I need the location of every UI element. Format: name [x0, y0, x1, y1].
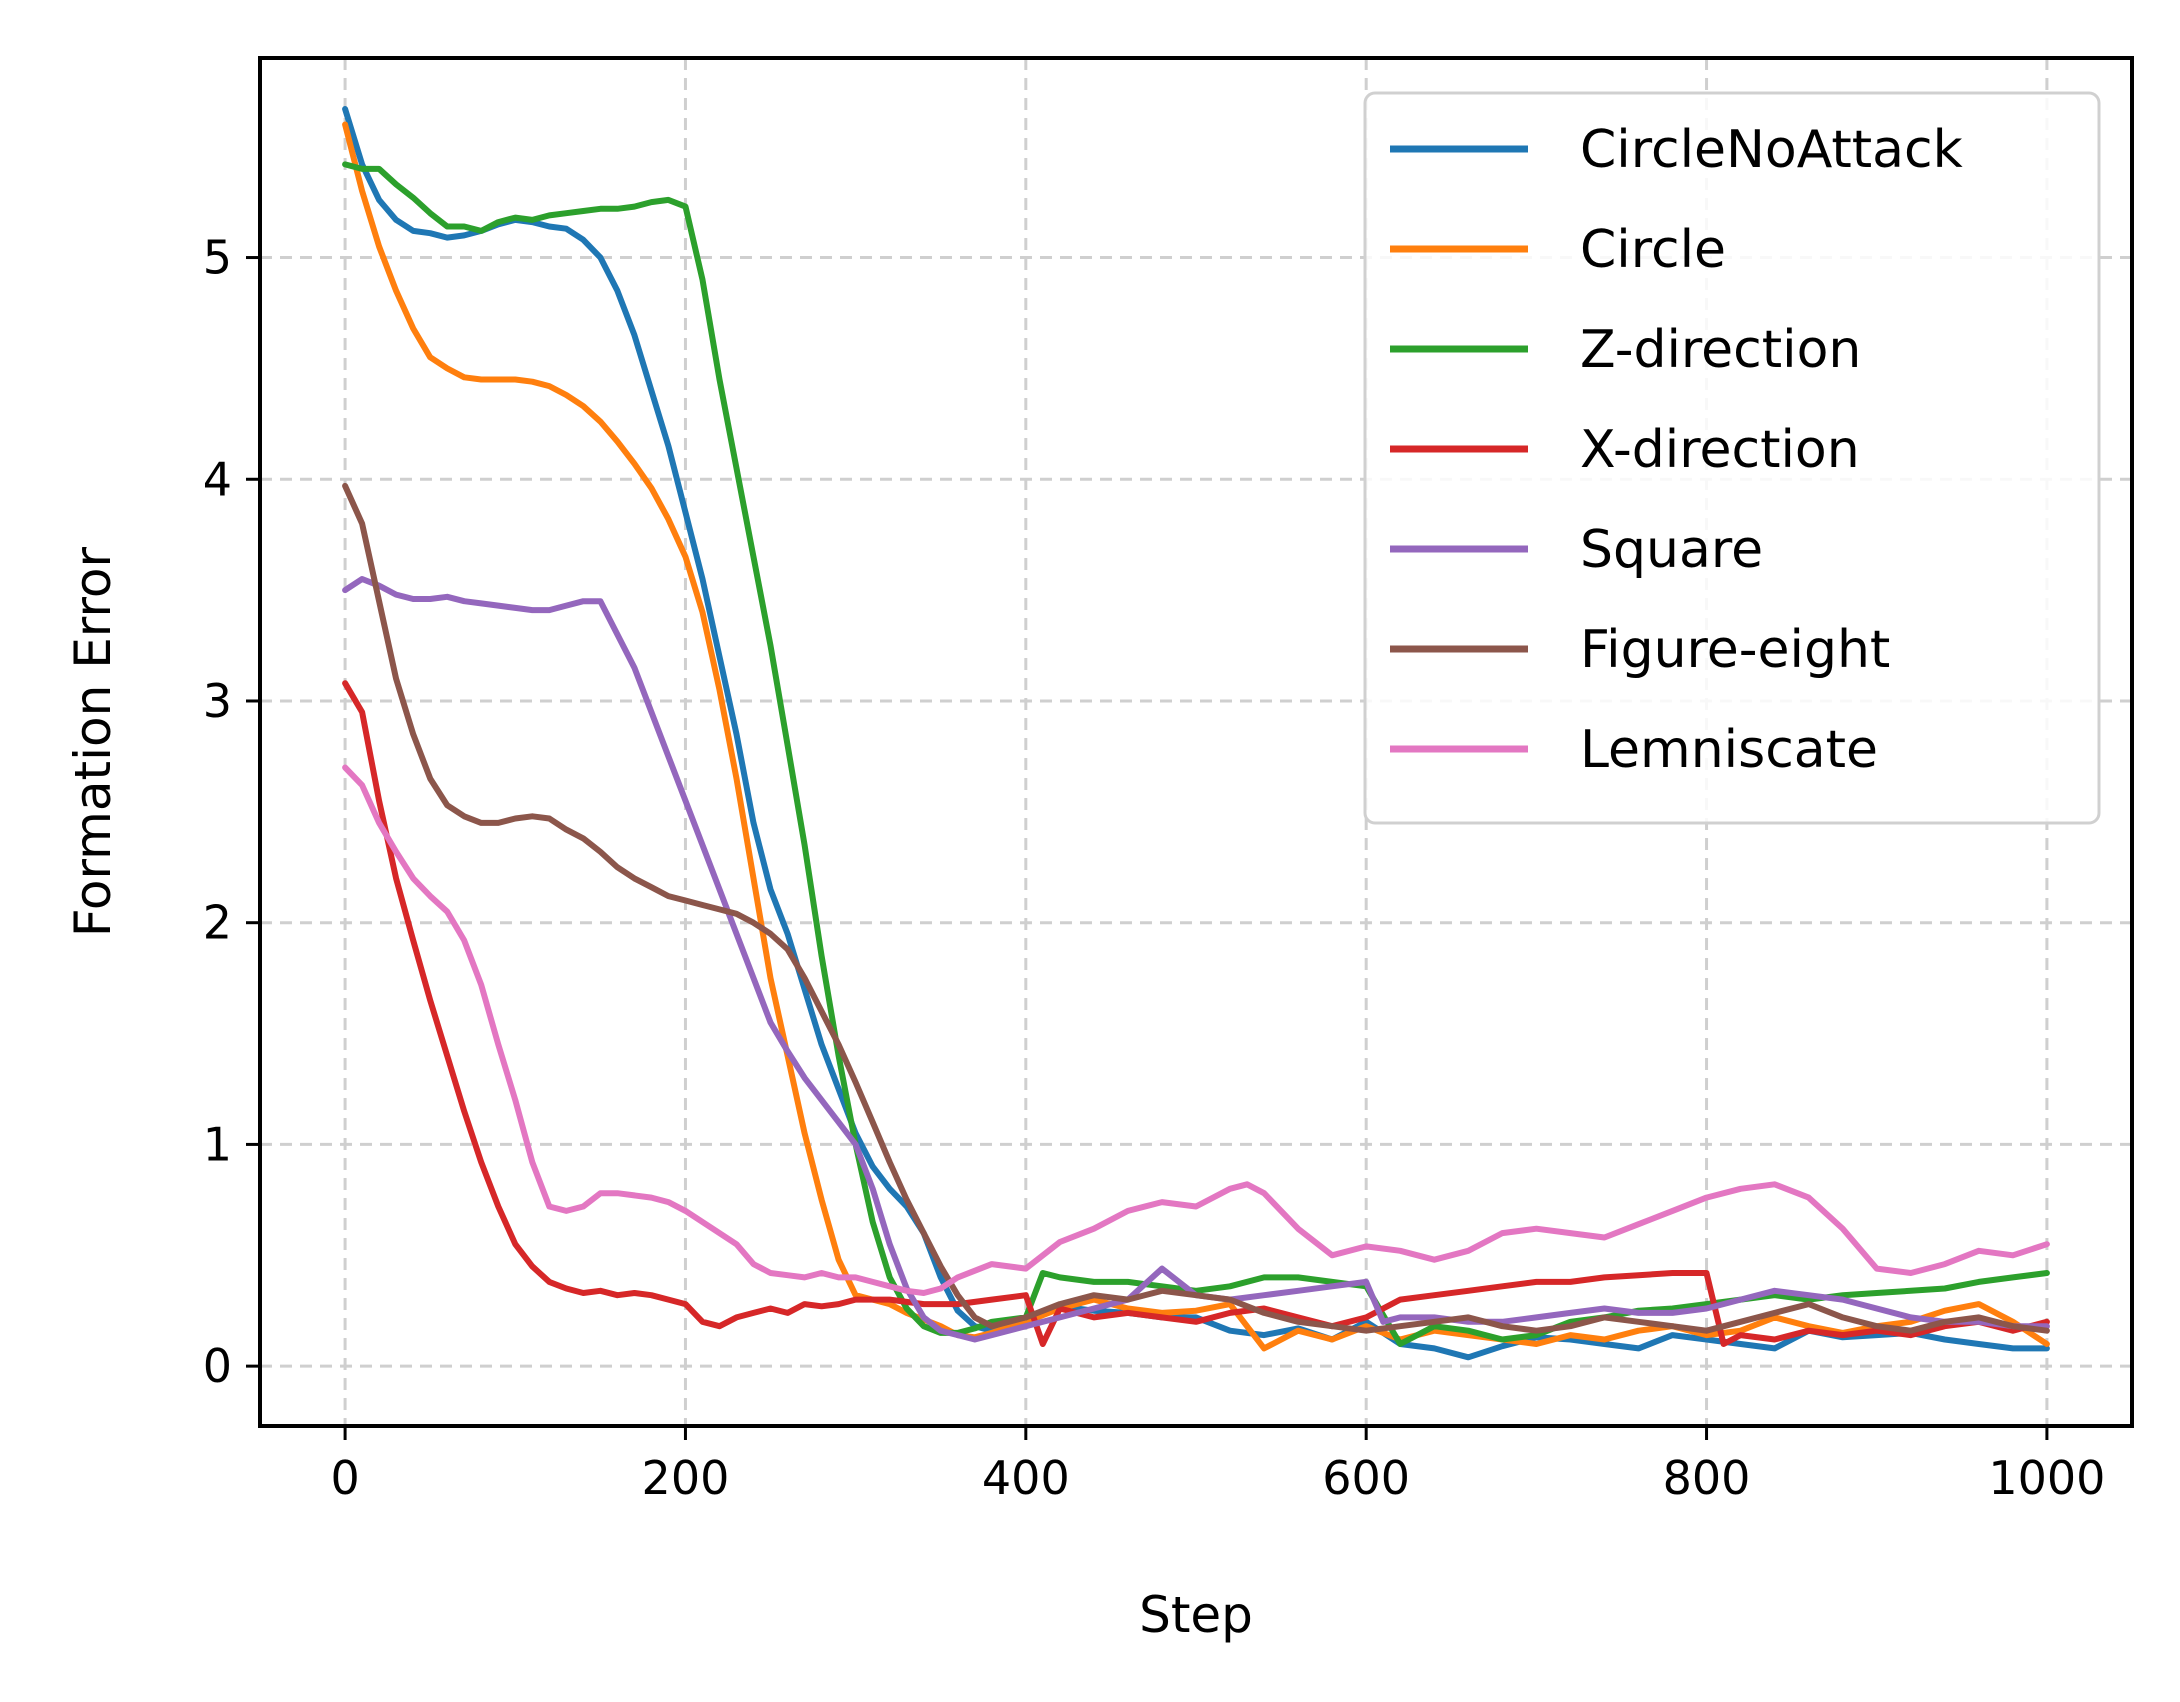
y-tick-label: 3 [203, 674, 232, 728]
x-tick-label: 800 [1663, 1451, 1751, 1505]
legend-label-x-direction: X-direction [1580, 420, 1860, 480]
series-line-x-direction [342, 680, 2050, 1347]
x-tick-label: 400 [982, 1451, 1070, 1505]
legend-label-circle: Circle [1580, 220, 1726, 280]
plot-frame [258, 56, 2134, 1428]
x-tick-label: 200 [642, 1451, 730, 1505]
x-axis-label: Step [1139, 1586, 1253, 1644]
legend-label-figure-eight: Figure-eight [1580, 620, 1890, 680]
series-lines [342, 106, 2050, 1361]
series-line-lemniscate [342, 764, 2050, 1296]
legend-box [1363, 91, 2101, 825]
x-tick-label: 1000 [1988, 1451, 2105, 1505]
legend-label-z-direction: Z-direction [1580, 320, 1861, 380]
y-tick-label: 5 [203, 231, 232, 285]
legend-label-square: Square [1580, 520, 1763, 580]
y-tick-label: 2 [203, 896, 232, 950]
axis-ticks: 0 200 400 600 800 1000 0 1 2 3 4 5 [203, 231, 2106, 1505]
y-axis-label: Formation Error [64, 546, 122, 937]
legend-label-lemniscate: Lemniscate [1580, 720, 1878, 780]
x-tick-label: 600 [1322, 1451, 1410, 1505]
y-tick-label: 4 [203, 452, 232, 506]
legend: CircleNoAttack Circle Z-direction X-directi… [1363, 91, 2101, 825]
y-tick-label: 0 [203, 1339, 232, 1393]
x-tick-label: 0 [330, 1451, 359, 1505]
series-line-square [342, 576, 2050, 1343]
legend-label-circlenoattack: CircleNoAttack [1580, 120, 1963, 180]
series-line-figure-eight [342, 482, 2050, 1334]
y-tick-label: 1 [203, 1117, 232, 1171]
